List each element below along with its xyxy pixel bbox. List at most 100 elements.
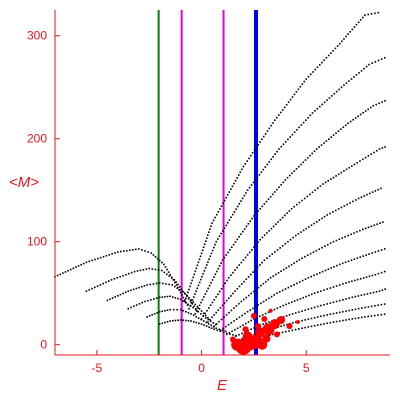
- data-point: [208, 231, 210, 234]
- data-point: [291, 313, 294, 315]
- data-point: [293, 205, 296, 208]
- data-point: [320, 315, 322, 318]
- data-point: [261, 261, 263, 264]
- data-point: [268, 255, 271, 257]
- data-point: [204, 240, 207, 243]
- data-point: [324, 181, 327, 184]
- data-point: [166, 320, 169, 323]
- data-point: [163, 271, 166, 274]
- data-point: [215, 240, 218, 243]
- data-point: [316, 305, 319, 308]
- data-point: [155, 282, 158, 285]
- data-point: [158, 323, 161, 325]
- data-point: [161, 296, 164, 298]
- data-point: [225, 333, 228, 336]
- data-point: [181, 294, 183, 296]
- data-point: [304, 278, 307, 280]
- data-point: [364, 227, 367, 230]
- data-point: [302, 161, 305, 164]
- data-point: [287, 138, 289, 141]
- data-point: [244, 256, 247, 259]
- data-point: [200, 318, 203, 320]
- data-point: [276, 292, 278, 295]
- data-point: [280, 183, 282, 186]
- data-point: [108, 254, 111, 256]
- data-point: [122, 274, 124, 277]
- data-point: [308, 226, 310, 228]
- data-point: [332, 49, 334, 52]
- data-point: [182, 296, 185, 299]
- data-point: [284, 288, 287, 290]
- data-point: [323, 323, 325, 325]
- highlight-point: [261, 315, 268, 322]
- data-point: [268, 297, 270, 300]
- data-point: [203, 270, 206, 272]
- data-point: [371, 252, 374, 254]
- data-point: [220, 287, 223, 290]
- data-point: [226, 221, 229, 224]
- data-point: [381, 101, 383, 103]
- data-point: [171, 284, 174, 286]
- highlight-point: [242, 331, 253, 342]
- data-point: [105, 281, 107, 284]
- data-point: [156, 311, 158, 314]
- data-point: [260, 284, 262, 287]
- data-point: [377, 314, 379, 316]
- data-point: [102, 255, 105, 258]
- highlight-point: [273, 331, 280, 338]
- data-point: [345, 35, 347, 38]
- data-point: [366, 193, 368, 196]
- data-point: [310, 224, 313, 227]
- data-point: [313, 222, 315, 225]
- data-point: [251, 217, 253, 220]
- data-point: [130, 289, 132, 292]
- data-point: [290, 285, 293, 287]
- data-point: [302, 296, 305, 299]
- data-point: [185, 310, 187, 313]
- data-point: [330, 267, 332, 269]
- data-point: [252, 290, 255, 293]
- data-point: [252, 271, 254, 273]
- data-point: [240, 233, 242, 236]
- data-point: [320, 304, 322, 307]
- data-point: [337, 130, 340, 133]
- data-point: [218, 290, 221, 293]
- data-point: [191, 279, 193, 282]
- data-point: [276, 116, 278, 119]
- data-point: [158, 296, 161, 299]
- y-tick-label: 300: [27, 29, 47, 43]
- data-point: [323, 314, 325, 317]
- data-point: [203, 296, 205, 298]
- data-point: [332, 286, 335, 288]
- data-point: [327, 268, 330, 271]
- data-point: [350, 233, 352, 236]
- data-point: [293, 93, 296, 96]
- data-point: [198, 258, 201, 261]
- data-point: [307, 116, 309, 119]
- data-point: [229, 249, 231, 251]
- data-point: [134, 248, 137, 251]
- data-point: [290, 207, 293, 210]
- data-point: [114, 296, 116, 298]
- data-point: [309, 154, 311, 157]
- data-point: [283, 324, 285, 327]
- data-point: [219, 306, 222, 309]
- data-point: [218, 265, 221, 267]
- data-point: [329, 302, 332, 304]
- data-point: [77, 265, 80, 267]
- data-point: [241, 197, 244, 200]
- data-point: [151, 268, 154, 270]
- data-point: [344, 261, 347, 264]
- data-point: [130, 271, 133, 274]
- data-point: [356, 231, 358, 233]
- data-point: [192, 301, 194, 303]
- data-point: [244, 322, 247, 325]
- data-point: [315, 148, 318, 150]
- data-point: [350, 259, 353, 262]
- data-point: [171, 296, 174, 298]
- data-point: [286, 212, 288, 214]
- data-point: [319, 185, 322, 187]
- data-point: [260, 302, 262, 305]
- data-point: [188, 296, 190, 299]
- data-point: [184, 301, 187, 304]
